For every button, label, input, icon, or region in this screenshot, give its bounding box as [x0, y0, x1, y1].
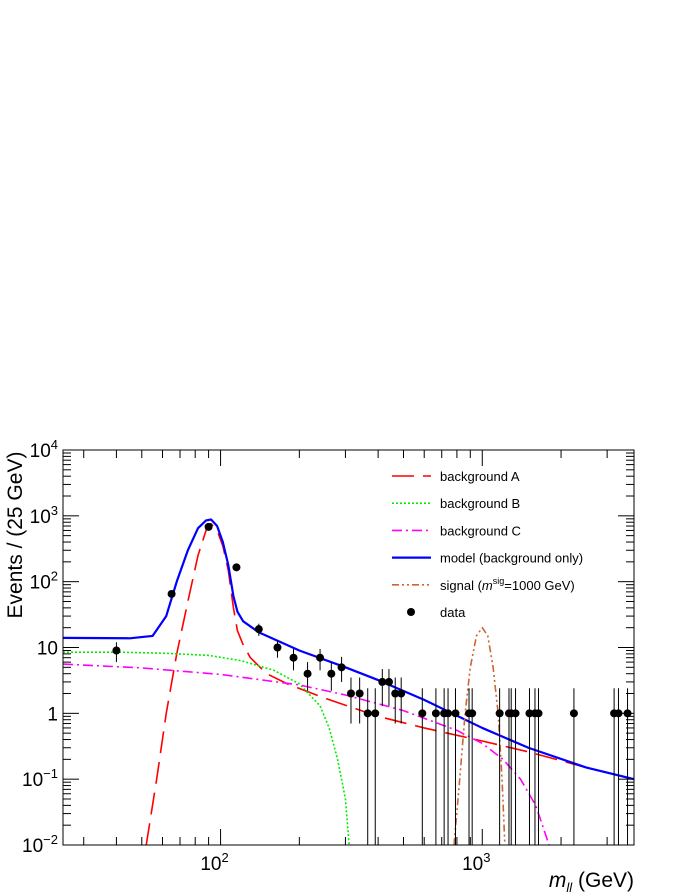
- legend-marker-data: [407, 608, 415, 616]
- data-point: [418, 709, 427, 718]
- y-tick-label-base: 10: [30, 507, 51, 528]
- y-tick-label-exp: 4: [51, 437, 58, 452]
- legend-label-suffix: =1000 GeV): [504, 578, 574, 593]
- y-axis-title: Events / (25 GeV): [4, 452, 27, 619]
- legend-label: background A: [440, 469, 520, 484]
- series-curve-3: [63, 518, 634, 781]
- legend-label: background C: [440, 523, 521, 538]
- data-point: [363, 709, 372, 718]
- data-point: [254, 625, 263, 634]
- data-point: [397, 689, 406, 698]
- x-tick-label-exp: 2: [222, 850, 229, 865]
- y-tick-label: 104: [30, 437, 58, 462]
- y-tick-label: 10−2: [22, 832, 58, 857]
- data-point: [371, 709, 380, 718]
- data-point: [511, 709, 520, 718]
- data-point: [444, 709, 453, 718]
- y-tick-label-base: 10: [22, 770, 43, 791]
- y-tick-label-base: 10: [22, 836, 43, 857]
- data-point: [569, 709, 578, 718]
- legend-label: data: [440, 605, 466, 620]
- x-tick-label-base: 10: [462, 854, 483, 875]
- y-tick-label-exp: −1: [43, 766, 58, 781]
- x-tick-label: 102: [200, 850, 228, 875]
- legend-label-var: m: [482, 578, 493, 593]
- legend-label: model (background only): [440, 551, 583, 566]
- x-tick-label-base: 10: [200, 854, 221, 875]
- y-tick-label: 1: [47, 704, 58, 725]
- data-point: [384, 677, 393, 686]
- y-tick-label: 102: [30, 569, 58, 594]
- y-tick-label-base: 10: [30, 441, 51, 462]
- data-point: [451, 709, 460, 718]
- data-point: [431, 709, 440, 718]
- data-layer: [112, 522, 632, 845]
- data-point: [204, 522, 213, 531]
- data-point: [337, 663, 346, 672]
- data-point: [495, 709, 504, 718]
- y-tick-label: 10: [37, 639, 58, 660]
- data-point: [355, 689, 364, 698]
- data-point: [232, 563, 241, 572]
- data-point: [378, 677, 387, 686]
- x-axis-title-var: m: [549, 869, 567, 892]
- x-tick-label-exp: 3: [483, 850, 490, 865]
- data-point: [303, 669, 312, 678]
- x-axis-title-sub: ll: [566, 880, 573, 895]
- y-tick-label: 10−1: [22, 766, 58, 791]
- y-tick-label-exp: 3: [51, 503, 58, 518]
- y-tick-label-exp: −2: [43, 832, 58, 847]
- data-point: [289, 653, 298, 662]
- series-curve-0: [145, 522, 634, 845]
- data-point: [534, 709, 543, 718]
- y-tick-label-exp: 2: [51, 569, 58, 584]
- y-tick-label: 103: [30, 503, 58, 528]
- x-tick-label: 103: [462, 850, 490, 875]
- x-axis-title: mll (GeV): [549, 869, 634, 895]
- series-curve-2: [63, 663, 550, 845]
- data-point: [112, 646, 121, 655]
- y-tick-label-base: 10: [30, 573, 51, 594]
- data-point: [346, 689, 355, 698]
- data-point: [327, 669, 336, 678]
- data-point: [468, 709, 477, 718]
- x-axis-title-unit: (GeV): [572, 869, 634, 892]
- legend-label: signal (msig=1000 GeV): [440, 576, 575, 593]
- data-point: [167, 589, 176, 598]
- legend-label-sup: sig: [493, 576, 505, 586]
- legend: background A background B background C mode…: [392, 469, 583, 620]
- legend-label: background B: [440, 496, 520, 511]
- legend-label-prefix: signal (: [440, 578, 483, 593]
- data-point: [273, 643, 282, 652]
- data-point: [525, 709, 534, 718]
- data-point: [391, 689, 400, 698]
- data-point: [316, 653, 325, 662]
